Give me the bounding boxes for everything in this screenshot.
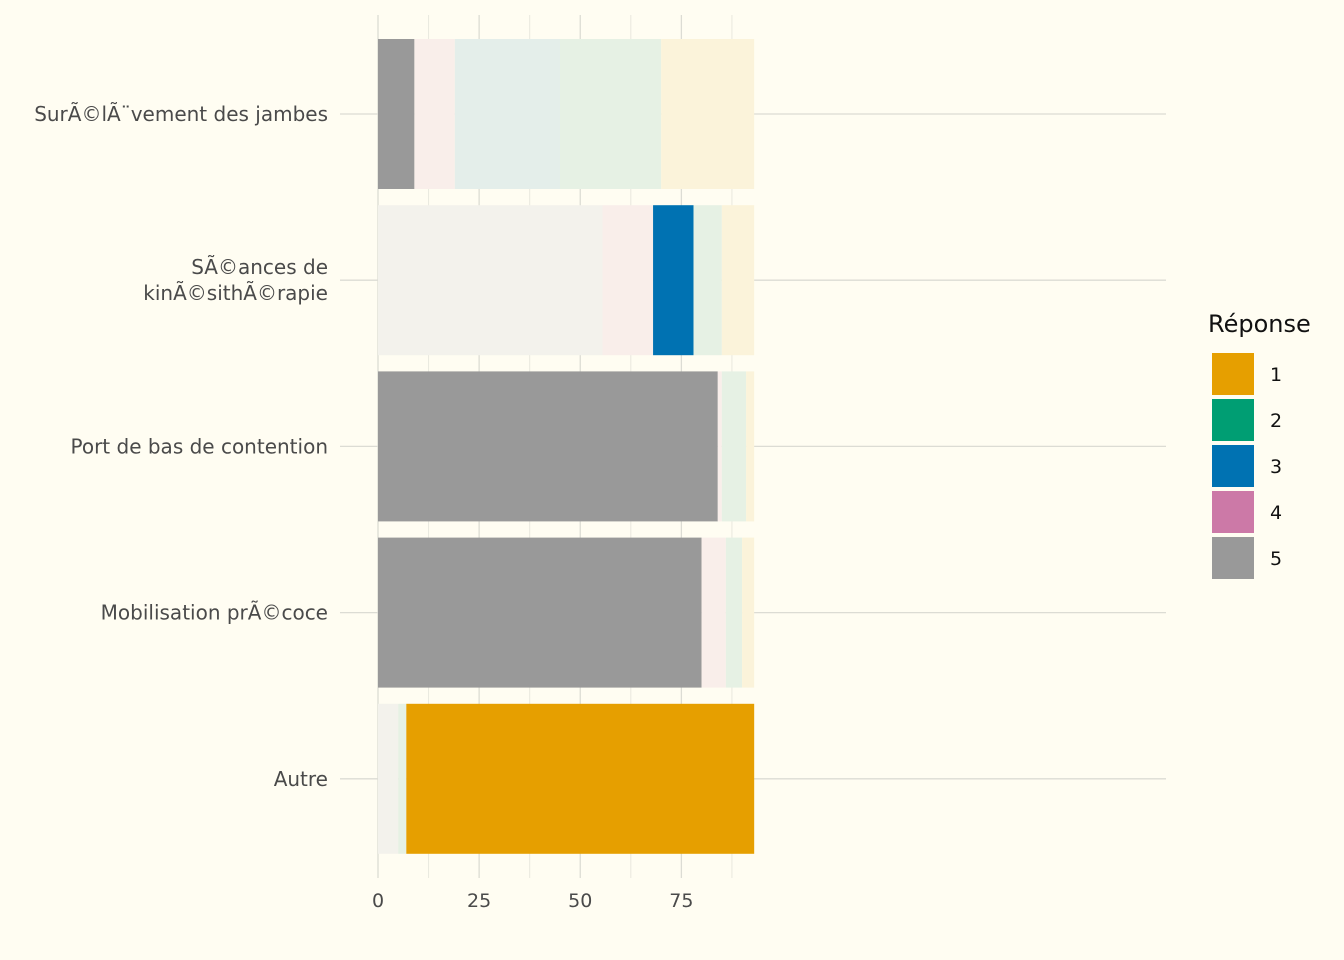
y-tick-labels: SurÃ©lÃ¨vement des jambes SÃ©ances de kinÃ… (34, 102, 328, 791)
bar-segment-3-response-5 (378, 371, 718, 522)
bar-segment-5-response-2 (398, 703, 407, 854)
legend-label-1: 1 (1270, 364, 1282, 386)
legend-entries: 1 2 3 4 5 (1212, 353, 1282, 579)
legend-key-1 (1212, 353, 1254, 395)
legend-label-5: 5 (1270, 548, 1282, 570)
y-tick-label: Port de bas de contention (71, 434, 329, 458)
legend-label-2: 2 (1270, 410, 1282, 432)
legend-label-4: 4 (1270, 502, 1282, 524)
bar-segment-4-response-4 (701, 537, 726, 688)
bar-segment-2-response-4 (602, 205, 654, 356)
bar-segment-1-response-1 (661, 39, 755, 189)
x-tick-label: 25 (467, 890, 491, 912)
bar-segment-2-response-5 (378, 205, 603, 356)
x-tick-labels: 0 25 50 75 (372, 890, 694, 912)
x-tick-label: 75 (669, 890, 693, 912)
y-tick-label: SurÃ©lÃ¨vement des jambes (34, 102, 328, 126)
legend: Réponse 1 2 3 4 5 (1208, 310, 1311, 579)
bar-segment-5-response-5 (378, 703, 399, 854)
bar-segment-1-response-5 (378, 39, 415, 189)
legend-label-3: 3 (1270, 456, 1282, 478)
y-tick-label: SÃ©ances de kinÃ©sithÃ©rapie (143, 255, 328, 305)
bar-segment-2-response-2 (693, 205, 722, 356)
legend-key-2 (1212, 399, 1254, 441)
bars (378, 39, 755, 854)
bar-segment-2-response-3 (653, 205, 694, 356)
x-tick-label: 50 (568, 890, 592, 912)
bar-segment-3-response-4 (717, 371, 722, 522)
bar-segment-4-response-2 (725, 537, 743, 688)
bar-segment-3-response-1 (746, 371, 755, 522)
bar-segment-1-response-3 (454, 39, 561, 189)
legend-key-3 (1212, 445, 1254, 487)
bar-segment-1-response-2 (560, 39, 662, 189)
bar-segment-4-response-5 (378, 537, 702, 688)
bar-segment-1-response-4 (414, 39, 455, 189)
legend-title: Réponse (1208, 310, 1311, 338)
bar-segment-4-response-1 (742, 537, 755, 688)
y-tick-label: Autre (274, 767, 328, 791)
legend-key-4 (1212, 491, 1254, 533)
x-tick-label: 0 (372, 890, 384, 912)
legend-key-5 (1212, 537, 1254, 579)
bar-segment-2-response-1 (721, 205, 755, 356)
y-tick-label: Mobilisation prÃ©coce (101, 601, 328, 625)
bar-segment-5-response-1 (406, 703, 755, 854)
bar-segment-3-response-2 (721, 371, 747, 522)
